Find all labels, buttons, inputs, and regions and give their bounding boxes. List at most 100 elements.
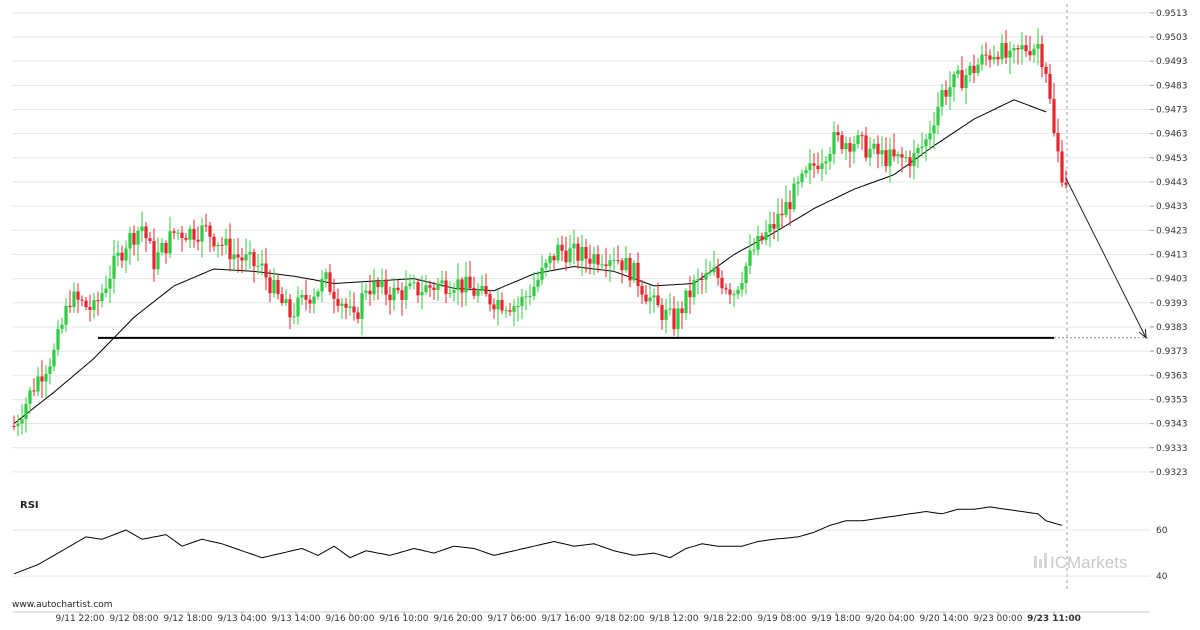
candle — [812, 153, 816, 178]
candle — [52, 343, 56, 372]
candle-body — [928, 133, 932, 140]
candle — [832, 121, 836, 164]
candle — [244, 238, 248, 271]
candle-body — [972, 65, 976, 73]
candle-body — [952, 74, 956, 88]
candle — [156, 237, 160, 275]
candle-body — [208, 225, 212, 237]
candle-body — [196, 239, 200, 242]
candle-body — [776, 213, 780, 229]
candle — [148, 231, 152, 244]
candle-body — [140, 226, 144, 231]
candle — [308, 294, 312, 314]
y-tick-label: 0.9463 — [1156, 130, 1188, 140]
candle-body — [456, 279, 460, 290]
candle-body — [72, 291, 76, 308]
candle-body — [812, 163, 816, 166]
candle-body — [608, 260, 612, 266]
x-tick-label: 9/19 08:00 — [757, 614, 806, 624]
candle — [476, 283, 480, 303]
candle-body — [40, 376, 44, 382]
candle — [756, 225, 760, 256]
candle — [504, 305, 508, 318]
candle — [300, 289, 304, 305]
candlesticks — [12, 28, 1068, 436]
candle-body — [80, 299, 84, 301]
candle-body — [976, 64, 980, 73]
candle-body — [720, 277, 724, 289]
candle-body — [548, 256, 552, 263]
candle-body — [572, 243, 576, 249]
candle-body — [136, 230, 140, 245]
candle — [500, 292, 504, 315]
candle-body — [480, 286, 484, 291]
candle-body — [980, 54, 984, 65]
candle-body — [660, 304, 664, 321]
candle-body — [532, 286, 536, 297]
candle — [92, 293, 96, 319]
candle-body — [708, 272, 712, 274]
candle — [776, 198, 780, 242]
candle — [116, 241, 120, 267]
candle — [360, 282, 364, 336]
candle-body — [288, 299, 292, 318]
candle — [964, 68, 968, 105]
candle-body — [652, 295, 656, 298]
candle — [796, 175, 800, 196]
candle-body — [1028, 51, 1032, 56]
candle — [60, 317, 64, 334]
candle-body — [732, 294, 736, 296]
candle — [332, 278, 336, 314]
candle-body — [596, 254, 600, 265]
candle-body — [592, 254, 596, 264]
candle — [944, 80, 948, 106]
candle-body — [904, 157, 908, 159]
candle — [152, 228, 156, 282]
candle-body — [48, 366, 52, 374]
candle-body — [60, 324, 64, 330]
candle — [572, 229, 576, 265]
candle-body — [632, 262, 636, 281]
candle — [744, 262, 748, 295]
candle-body — [528, 296, 532, 298]
candle-body — [1036, 43, 1040, 49]
time-axis: 9/11 22:00 9/12 08:00 9/12 18:00 9/13 04:00… — [12, 611, 1150, 624]
candle-body — [460, 279, 464, 293]
candle — [240, 247, 244, 274]
candle — [768, 211, 772, 248]
candle-body — [556, 244, 560, 261]
candle-body — [168, 231, 172, 254]
candle — [996, 51, 1000, 66]
candle — [256, 253, 260, 275]
x-tick-label: 9/16 10:00 — [379, 614, 428, 624]
candle-body — [924, 139, 928, 147]
candle — [1028, 36, 1032, 61]
source-link[interactable]: www.autochartist.com — [12, 600, 113, 610]
y-tick-label: 0.9503 — [1156, 33, 1188, 43]
candle-body — [220, 244, 224, 246]
candle — [120, 245, 124, 269]
candle-body — [756, 235, 760, 250]
candle-body — [112, 255, 116, 279]
candle-body — [296, 297, 300, 317]
candle — [1016, 44, 1020, 65]
candle-body — [584, 247, 588, 259]
candle-body — [644, 294, 648, 302]
candle — [260, 249, 264, 276]
candle-body — [224, 238, 228, 246]
candle-body — [740, 283, 744, 290]
candle — [100, 284, 104, 308]
candle — [596, 245, 600, 273]
candle — [680, 301, 684, 329]
candle-body — [20, 419, 24, 424]
candle — [472, 276, 476, 300]
candle — [552, 253, 556, 270]
candle — [848, 137, 852, 168]
candle — [144, 222, 148, 253]
candle-body — [244, 254, 248, 261]
candle-body — [32, 390, 36, 392]
candle — [276, 275, 280, 300]
candle — [920, 132, 924, 157]
y-tick-label: 0.9403 — [1156, 275, 1188, 285]
